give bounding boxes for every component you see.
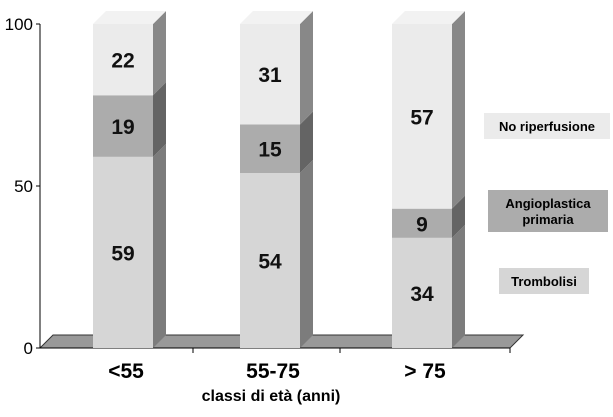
y-tick-label: 100 — [5, 15, 33, 34]
bar-segment-side — [452, 224, 465, 348]
bar-segment-side — [153, 11, 166, 96]
bar-segment — [392, 237, 452, 348]
data-label: 19 — [111, 116, 134, 139]
legend-label: primaria — [522, 212, 574, 227]
legend-label: Trombolisi — [511, 274, 577, 289]
x-axis-title: classi di età (anni) — [202, 388, 341, 405]
bar-segment — [240, 173, 300, 348]
legend-label: Angioplastica — [505, 196, 591, 211]
bar-segment-side — [153, 143, 166, 348]
bar-top — [93, 11, 166, 24]
data-label: 22 — [111, 50, 134, 73]
data-label: 54 — [258, 251, 282, 274]
bar-segment-side — [452, 195, 465, 238]
data-label: 9 — [416, 213, 428, 236]
bar-segment-side — [300, 11, 313, 125]
bar-top — [240, 11, 313, 24]
x-category-label: 55-75 — [246, 360, 300, 383]
data-label: 59 — [111, 242, 134, 265]
data-label: 15 — [258, 139, 282, 162]
bar-top — [392, 11, 465, 24]
bar-segment — [240, 124, 300, 174]
bar-segment — [93, 156, 153, 348]
y-tick-label: 0 — [24, 339, 33, 358]
data-label: 31 — [258, 64, 282, 87]
bar-segment — [392, 24, 452, 209]
legend-label: No riperfusione — [499, 119, 595, 134]
bar-segment-side — [300, 111, 313, 174]
x-category-label: > 75 — [404, 360, 446, 383]
data-label: 57 — [410, 106, 433, 129]
bar-segment — [93, 24, 153, 96]
bar-segment — [240, 24, 300, 125]
bar-segment — [392, 208, 452, 238]
bar-segment-side — [153, 82, 166, 157]
legend-swatch — [499, 268, 589, 294]
legend-swatch — [484, 113, 610, 139]
bar-segment — [93, 95, 153, 157]
bar-segment-side — [452, 11, 465, 209]
data-label: 34 — [410, 283, 434, 306]
bar-segment-side — [300, 160, 313, 348]
y-tick-label: 50 — [14, 177, 33, 196]
x-category-label: <55 — [108, 360, 144, 383]
legend-swatch — [488, 190, 608, 232]
